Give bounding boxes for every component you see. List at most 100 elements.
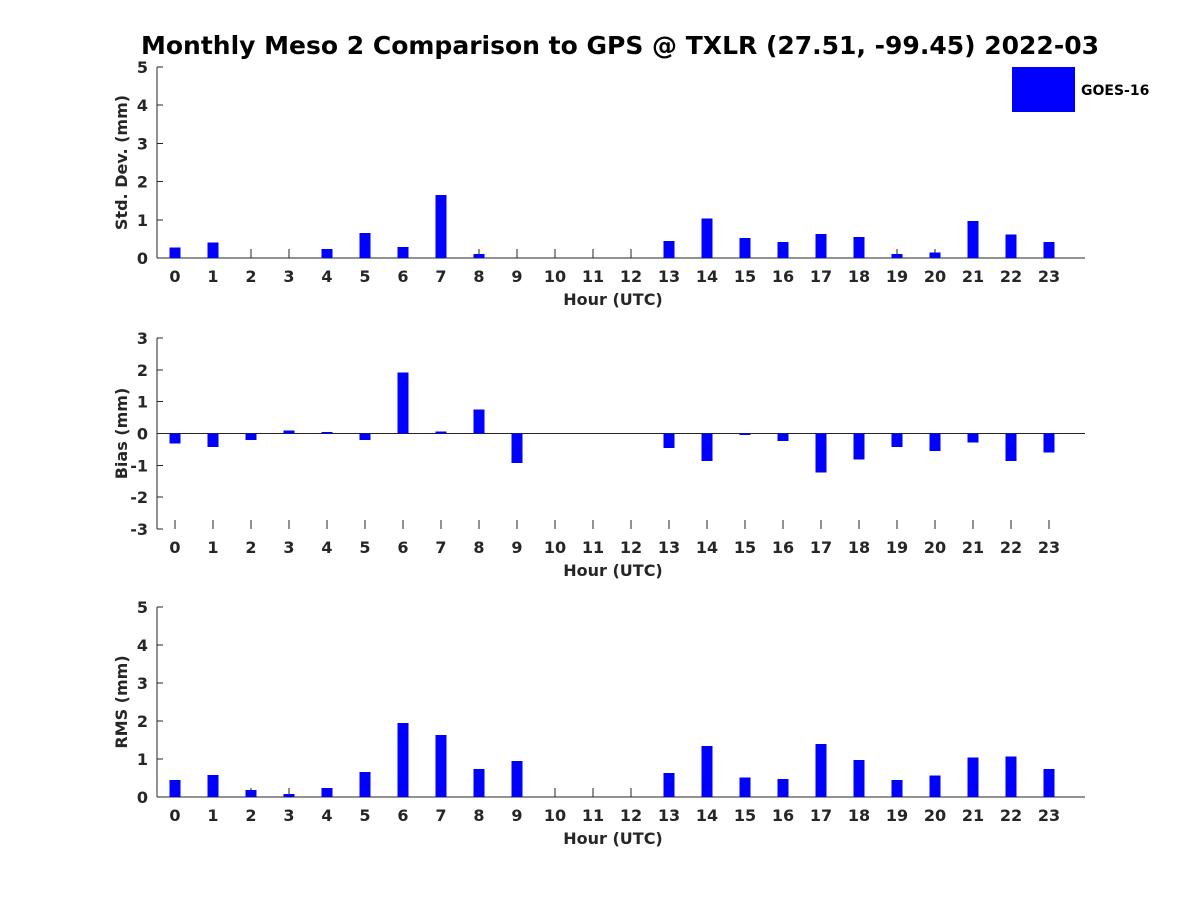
x-tick-label: 21 xyxy=(962,267,984,286)
y-tick-label: 3 xyxy=(137,134,148,153)
bar-bias-hour-19 xyxy=(891,433,903,447)
bar-rms-hour-9 xyxy=(511,760,523,797)
x-tick-label: 10 xyxy=(544,806,566,825)
x-tick-label: 23 xyxy=(1038,267,1060,286)
x-tick-label: 6 xyxy=(397,806,408,825)
bar-rms-hour-16 xyxy=(777,778,789,797)
x-tick-label: 4 xyxy=(321,267,332,286)
bar-bias-hour-13 xyxy=(663,433,675,448)
x-tick-label: 21 xyxy=(962,806,984,825)
y-axis-label: RMS (mm) xyxy=(112,655,131,748)
y-tick-label: 2 xyxy=(137,712,148,731)
bar-std-dev-hour-6 xyxy=(397,246,409,258)
x-tick-label: 17 xyxy=(810,538,832,557)
x-tick-label: 11 xyxy=(582,538,604,557)
x-tick-label: 3 xyxy=(283,267,294,286)
bar-std-dev-hour-14 xyxy=(701,218,713,258)
bar-bias-hour-2 xyxy=(245,433,257,440)
legend-swatch-goes-16 xyxy=(1012,67,1075,112)
bar-rms-hour-21 xyxy=(967,757,979,797)
x-tick-label: 8 xyxy=(473,538,484,557)
x-axis-label: Hour (UTC) xyxy=(563,561,663,580)
x-tick-label: 0 xyxy=(169,267,180,286)
x-tick-label: 18 xyxy=(848,806,870,825)
bar-bias-hour-15 xyxy=(739,433,751,436)
y-axis-label: Std. Dev. (mm) xyxy=(112,95,131,230)
x-tick-label: 20 xyxy=(924,538,946,557)
x-tick-label: 18 xyxy=(848,538,870,557)
bar-std-dev-hour-21 xyxy=(967,220,979,258)
chart-title: Monthly Meso 2 Comparison to GPS @ TXLR … xyxy=(141,31,1099,60)
x-tick-label: 3 xyxy=(283,806,294,825)
x-tick-label: 13 xyxy=(658,806,680,825)
x-tick-label: 19 xyxy=(886,806,908,825)
x-tick-label: 4 xyxy=(321,538,332,557)
bar-bias-hour-22 xyxy=(1005,433,1017,461)
bar-rms-hour-20 xyxy=(929,775,941,797)
x-tick-label: 7 xyxy=(435,267,446,286)
bar-rms-hour-7 xyxy=(435,735,447,797)
bar-bias-hour-1 xyxy=(207,433,219,447)
bar-bias-hour-4 xyxy=(321,432,333,434)
x-tick-label: 15 xyxy=(734,267,756,286)
y-tick-label: 3 xyxy=(137,674,148,693)
x-tick-label: 11 xyxy=(582,267,604,286)
bar-rms-hour-17 xyxy=(815,743,827,797)
y-tick-label: 0 xyxy=(137,249,148,268)
y-tick-label: 5 xyxy=(137,58,148,77)
x-tick-label: 7 xyxy=(435,806,446,825)
x-tick-label: 10 xyxy=(544,538,566,557)
bar-std-dev-hour-22 xyxy=(1005,234,1017,258)
bar-std-dev-hour-4 xyxy=(321,248,333,258)
bar-rms-hour-3 xyxy=(283,793,295,797)
y-tick-label: 1 xyxy=(137,750,148,769)
bar-bias-hour-3 xyxy=(283,430,295,434)
x-tick-label: 22 xyxy=(1000,806,1022,825)
bar-bias-hour-21 xyxy=(967,433,979,443)
x-tick-label: 16 xyxy=(772,806,794,825)
bar-rms-hour-19 xyxy=(891,779,903,797)
bar-rms-hour-4 xyxy=(321,787,333,797)
x-tick-label: 2 xyxy=(245,267,256,286)
x-tick-label: 6 xyxy=(397,267,408,286)
legend: GOES-16 xyxy=(1012,67,1149,112)
bar-std-dev-hour-5 xyxy=(359,232,371,258)
bar-std-dev-hour-13 xyxy=(663,240,675,258)
x-tick-label: 19 xyxy=(886,538,908,557)
x-tick-label: 13 xyxy=(658,267,680,286)
x-tick-label: 12 xyxy=(620,806,642,825)
x-tick-label: 21 xyxy=(962,538,984,557)
bar-rms-hour-8 xyxy=(473,768,485,797)
legend-label: GOES-16 xyxy=(1081,83,1149,99)
x-tick-label: 0 xyxy=(169,806,180,825)
y-tick-label: 3 xyxy=(137,329,148,348)
x-tick-label: 8 xyxy=(473,267,484,286)
bar-std-dev-hour-17 xyxy=(815,233,827,258)
bar-rms-hour-23 xyxy=(1043,768,1055,797)
x-tick-label: 18 xyxy=(848,267,870,286)
bar-bias-hour-16 xyxy=(777,433,789,442)
x-tick-label: 23 xyxy=(1038,538,1060,557)
bar-bias-hour-7 xyxy=(435,431,447,434)
bar-std-dev-hour-8 xyxy=(473,254,485,258)
bar-std-dev-hour-19 xyxy=(891,254,903,258)
x-tick-label: 5 xyxy=(359,806,370,825)
x-tick-label: 5 xyxy=(359,267,370,286)
bar-rms-hour-13 xyxy=(663,773,675,797)
x-tick-label: 13 xyxy=(658,538,680,557)
x-tick-label: 0 xyxy=(169,538,180,557)
bar-rms-hour-18 xyxy=(853,759,865,797)
bar-std-dev-hour-20 xyxy=(929,252,941,258)
y-tick-label: 0 xyxy=(137,788,148,807)
y-tick-label: -3 xyxy=(130,520,148,539)
bar-rms-hour-14 xyxy=(701,746,713,797)
bar-std-dev-hour-23 xyxy=(1043,241,1055,258)
bar-bias-hour-8 xyxy=(473,409,485,434)
x-tick-label: 10 xyxy=(544,267,566,286)
x-tick-label: 12 xyxy=(620,538,642,557)
